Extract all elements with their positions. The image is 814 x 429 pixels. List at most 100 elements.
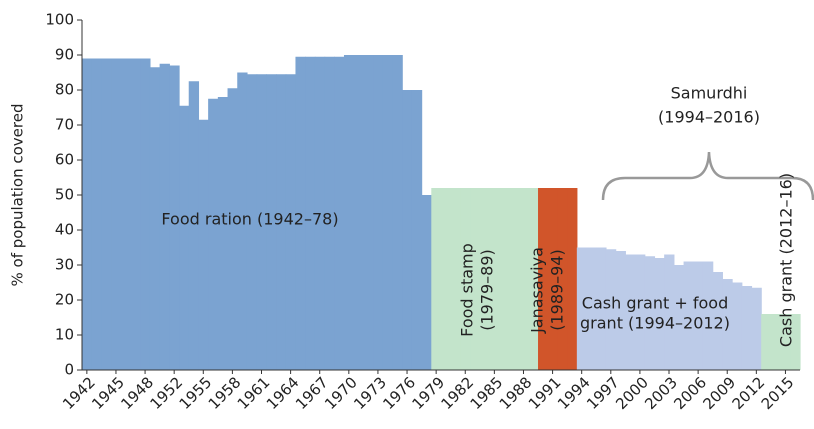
x-tick-label: 1964 <box>263 373 303 413</box>
x-tick-label: 1958 <box>205 373 245 413</box>
y-axis-label: % of population covered <box>9 104 27 287</box>
bar <box>130 58 141 370</box>
x-tick-label: 1945 <box>88 373 128 413</box>
x-tick-label: 2003 <box>641 373 681 413</box>
x-tick-label: 1948 <box>117 373 157 413</box>
bar <box>625 254 636 370</box>
bar <box>441 188 452 370</box>
bar <box>140 58 151 370</box>
bar <box>489 188 500 370</box>
y-tick-label: 70 <box>55 116 74 134</box>
bar <box>479 188 491 370</box>
bar <box>169 65 180 370</box>
x-tick-label: 1961 <box>234 373 274 413</box>
bar <box>353 55 364 370</box>
bar <box>499 188 510 370</box>
bar <box>188 81 200 370</box>
bar <box>373 55 384 370</box>
bar <box>392 55 403 370</box>
bar <box>547 188 559 370</box>
bar <box>615 251 626 370</box>
bar <box>149 67 161 370</box>
x-tick-label: 2015 <box>758 373 798 413</box>
bar <box>470 188 481 370</box>
bar <box>256 74 267 370</box>
x-tick-label: 2009 <box>700 373 740 413</box>
x-tick-label: 2000 <box>612 373 652 413</box>
bar <box>363 55 374 370</box>
series-label: (1979–89) <box>478 249 497 331</box>
bar <box>179 105 190 370</box>
bar <box>82 58 93 370</box>
bar <box>722 279 733 370</box>
y-tick-label: 40 <box>55 221 74 239</box>
x-tick-label: 1979 <box>408 373 448 413</box>
bar <box>111 58 122 370</box>
bar <box>751 287 762 370</box>
x-tick-label: 1955 <box>176 373 216 413</box>
bar <box>538 188 549 370</box>
bar <box>324 56 335 370</box>
x-tick-label: 2012 <box>729 373 769 413</box>
bar <box>770 314 782 370</box>
x-tick-label: 1985 <box>467 373 507 413</box>
series-label: grant (1994–2012) <box>580 314 730 333</box>
annotation: (1994–2016) <box>658 108 760 127</box>
series-label: Food stamp <box>458 243 477 337</box>
series-label: Food ration (1942–78) <box>161 210 338 229</box>
bar <box>761 314 772 370</box>
x-tick-label: 1976 <box>379 373 419 413</box>
bar <box>654 258 665 370</box>
bar <box>712 272 723 370</box>
bar <box>567 188 578 370</box>
bar <box>673 265 685 370</box>
x-tick-label: 1982 <box>438 373 478 413</box>
bar <box>605 249 617 370</box>
bar <box>741 286 753 370</box>
bar <box>382 55 394 370</box>
y-tick-label: 10 <box>55 326 74 344</box>
bar <box>596 247 607 370</box>
x-tick-label: 1994 <box>554 373 594 413</box>
bar <box>343 55 355 370</box>
x-tick-label: 1942 <box>59 373 99 413</box>
bar <box>285 74 297 370</box>
x-tick-label: 1997 <box>583 373 623 413</box>
bar <box>586 247 597 370</box>
x-tick-label: 2006 <box>670 373 710 413</box>
y-tick-label: 100 <box>45 11 74 29</box>
x-tick-label: 1967 <box>292 373 332 413</box>
bar <box>198 119 209 370</box>
series-label: Janasaviya <box>528 247 547 334</box>
x-tick-label: 1970 <box>321 373 361 413</box>
bar <box>276 74 287 370</box>
bar <box>421 195 432 370</box>
bar <box>266 74 277 370</box>
bar <box>431 188 442 370</box>
bar <box>208 98 219 370</box>
series-label: Cash grant (2012–16) <box>777 173 796 347</box>
bar <box>246 74 258 370</box>
bar <box>664 254 675 370</box>
bar <box>91 58 103 370</box>
brace <box>601 151 814 201</box>
series-label: (1989–94) <box>548 249 567 331</box>
bar <box>411 90 423 370</box>
bar <box>693 261 704 370</box>
bar <box>120 58 132 370</box>
bar <box>508 188 520 370</box>
bar <box>635 254 646 370</box>
x-tick-label: 1952 <box>146 373 186 413</box>
bar <box>732 282 743 370</box>
series-label: Cash grant + food <box>582 294 728 313</box>
x-tick-label: 1988 <box>496 373 536 413</box>
bar <box>576 247 588 370</box>
y-tick-label: 80 <box>55 81 74 99</box>
bar <box>528 188 539 370</box>
y-tick-label: 90 <box>55 46 74 64</box>
bar <box>295 56 306 370</box>
y-tick-label: 0 <box>64 361 74 379</box>
bar <box>644 256 656 370</box>
bar <box>314 56 326 370</box>
bar <box>334 56 345 370</box>
